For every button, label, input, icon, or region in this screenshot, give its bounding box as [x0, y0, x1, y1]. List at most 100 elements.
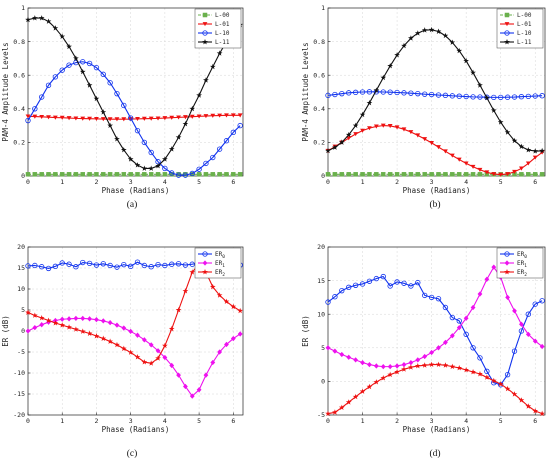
data-point — [477, 82, 483, 88]
data-point — [532, 407, 539, 414]
data-point — [121, 325, 127, 331]
y-tick-label: 0 — [321, 378, 325, 386]
data-point — [463, 331, 469, 338]
data-point — [38, 314, 45, 321]
legend-swatch-marker — [504, 12, 510, 18]
data-point — [100, 261, 106, 267]
data-point — [175, 134, 182, 140]
data-point — [121, 172, 127, 177]
legend-label: L-11 — [517, 39, 532, 46]
legend-swatch-marker — [202, 39, 208, 45]
data-point — [408, 172, 414, 177]
data-point — [148, 264, 154, 270]
series-l-10 — [25, 59, 243, 178]
data-point — [408, 35, 414, 41]
data-point — [519, 321, 524, 327]
data-point — [189, 105, 196, 112]
data-point — [224, 172, 229, 177]
series-er1 — [25, 315, 243, 399]
data-point — [66, 116, 72, 121]
legend-label: L-10 — [215, 30, 230, 37]
data-point — [203, 160, 209, 167]
data-point — [415, 357, 421, 363]
data-point — [401, 90, 407, 96]
data-point — [80, 172, 85, 177]
data-point — [155, 162, 161, 169]
data-point — [162, 156, 168, 162]
data-point — [497, 119, 504, 125]
data-point — [352, 122, 359, 129]
data-point — [52, 25, 59, 31]
x-tick-label: 1 — [60, 178, 64, 186]
x-tick-label: 0 — [26, 417, 30, 425]
data-point — [352, 393, 359, 400]
data-point — [148, 172, 154, 177]
data-point — [148, 360, 155, 366]
data-point — [401, 366, 407, 372]
data-point — [93, 95, 100, 102]
data-point — [525, 93, 531, 100]
series-line — [327, 276, 543, 386]
data-point — [189, 114, 195, 119]
x-tick-label: 2 — [395, 178, 399, 186]
data-point — [59, 115, 65, 120]
data-point — [86, 330, 93, 336]
data-point — [196, 172, 202, 177]
x-axis-label: Phase (Radians) — [102, 425, 170, 434]
data-point — [449, 93, 456, 99]
data-point — [39, 172, 44, 177]
data-point — [449, 314, 456, 321]
data-point — [490, 107, 497, 113]
data-point — [373, 124, 379, 129]
data-point — [408, 283, 414, 289]
data-point — [490, 377, 497, 384]
data-point — [470, 94, 476, 100]
legend-swatch-marker — [202, 30, 208, 36]
data-point — [387, 363, 393, 370]
data-point — [237, 122, 243, 129]
data-point — [518, 94, 525, 100]
data-point — [539, 410, 545, 417]
x-tick-label: 1 — [60, 417, 64, 425]
data-point — [32, 172, 38, 177]
data-point — [100, 117, 106, 122]
x-tick-label: 3 — [129, 178, 133, 186]
data-point — [511, 94, 518, 100]
data-point — [128, 328, 134, 335]
legend-label-text: L-10 — [215, 30, 230, 37]
data-point — [394, 363, 400, 369]
data-point — [196, 92, 202, 98]
data-point — [80, 116, 86, 121]
x-tick-label: 2 — [94, 178, 98, 186]
data-point — [470, 368, 476, 375]
data-point — [210, 154, 216, 161]
data-point — [39, 264, 45, 270]
y-tick-label: 0.4 — [313, 105, 325, 113]
data-point — [134, 162, 141, 168]
data-point — [332, 348, 338, 354]
data-point — [32, 325, 38, 331]
data-point — [401, 127, 407, 132]
data-point — [114, 341, 120, 348]
data-point — [367, 126, 372, 131]
data-point — [162, 172, 168, 177]
data-point — [422, 353, 428, 360]
data-point — [463, 172, 469, 177]
data-point — [498, 172, 504, 177]
data-point — [127, 349, 134, 355]
data-point — [470, 345, 476, 351]
legend: L-00 L-01 L-10 L-11 — [194, 8, 242, 49]
data-point — [360, 128, 365, 133]
data-point — [25, 114, 31, 119]
data-point — [114, 264, 120, 270]
data-point — [512, 308, 517, 314]
legend-swatch-marker — [504, 30, 510, 36]
data-point — [477, 172, 483, 177]
data-point — [107, 80, 113, 86]
data-point — [332, 91, 338, 98]
data-point — [519, 166, 524, 171]
panel-caption: (d) — [429, 448, 440, 459]
y-tick-label: 1 — [21, 4, 25, 12]
data-point — [168, 325, 175, 332]
